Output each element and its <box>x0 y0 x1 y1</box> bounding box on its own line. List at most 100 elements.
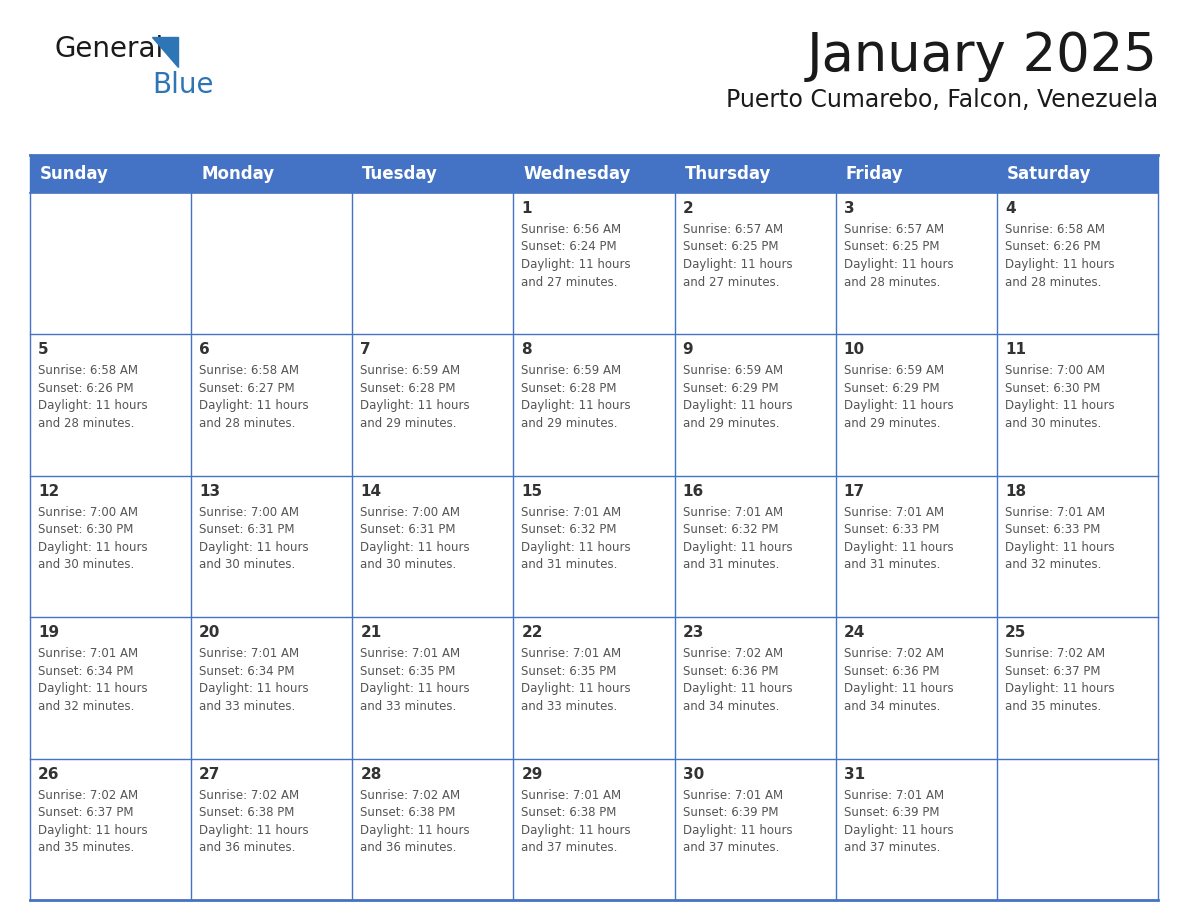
Text: and 36 minutes.: and 36 minutes. <box>200 841 296 854</box>
Text: Sunset: 6:33 PM: Sunset: 6:33 PM <box>843 523 939 536</box>
Text: Sunset: 6:38 PM: Sunset: 6:38 PM <box>200 806 295 819</box>
Text: Sunset: 6:31 PM: Sunset: 6:31 PM <box>200 523 295 536</box>
Bar <box>835 617 997 758</box>
Text: Daylight: 11 hours: Daylight: 11 hours <box>200 541 309 554</box>
Text: Thursday: Thursday <box>684 165 771 183</box>
Text: 30: 30 <box>683 767 703 781</box>
Text: Sunrise: 6:58 AM: Sunrise: 6:58 AM <box>200 364 299 377</box>
Bar <box>675 476 835 617</box>
Text: and 28 minutes.: and 28 minutes. <box>200 417 296 430</box>
Bar <box>675 617 835 758</box>
Text: Sunset: 6:34 PM: Sunset: 6:34 PM <box>200 665 295 677</box>
Text: Sunset: 6:36 PM: Sunset: 6:36 PM <box>683 665 778 677</box>
Bar <box>353 334 513 476</box>
Text: Daylight: 11 hours: Daylight: 11 hours <box>1005 682 1114 695</box>
Bar <box>997 617 1158 758</box>
Text: and 29 minutes.: and 29 minutes. <box>683 417 779 430</box>
Bar <box>30 155 1158 193</box>
Text: 16: 16 <box>683 484 703 498</box>
Bar <box>675 193 835 334</box>
Text: Sunrise: 6:59 AM: Sunrise: 6:59 AM <box>683 364 783 377</box>
Text: Puerto Cumarebo, Falcon, Venezuela: Puerto Cumarebo, Falcon, Venezuela <box>726 88 1158 112</box>
Text: 21: 21 <box>360 625 381 640</box>
Bar <box>835 334 997 476</box>
Text: 9: 9 <box>683 342 693 357</box>
Text: Sunrise: 7:01 AM: Sunrise: 7:01 AM <box>38 647 138 660</box>
Text: 26: 26 <box>38 767 59 781</box>
Text: Sunset: 6:36 PM: Sunset: 6:36 PM <box>843 665 940 677</box>
Text: Sunset: 6:29 PM: Sunset: 6:29 PM <box>683 382 778 395</box>
Text: and 37 minutes.: and 37 minutes. <box>522 841 618 854</box>
Text: Sunset: 6:26 PM: Sunset: 6:26 PM <box>1005 241 1100 253</box>
Bar <box>30 617 191 758</box>
Text: Sunrise: 6:56 AM: Sunrise: 6:56 AM <box>522 223 621 236</box>
Text: 4: 4 <box>1005 201 1016 216</box>
Text: Sunset: 6:29 PM: Sunset: 6:29 PM <box>843 382 940 395</box>
Text: Sunrise: 7:01 AM: Sunrise: 7:01 AM <box>522 647 621 660</box>
Text: Sunrise: 7:01 AM: Sunrise: 7:01 AM <box>1005 506 1105 519</box>
Text: 18: 18 <box>1005 484 1026 498</box>
Bar <box>513 758 675 900</box>
Text: Sunset: 6:26 PM: Sunset: 6:26 PM <box>38 382 133 395</box>
Text: Sunrise: 7:02 AM: Sunrise: 7:02 AM <box>38 789 138 801</box>
Text: Daylight: 11 hours: Daylight: 11 hours <box>843 399 953 412</box>
Text: and 33 minutes.: and 33 minutes. <box>200 700 296 712</box>
Text: Sunrise: 6:59 AM: Sunrise: 6:59 AM <box>522 364 621 377</box>
Bar <box>353 476 513 617</box>
Text: Tuesday: Tuesday <box>362 165 438 183</box>
Text: Sunset: 6:38 PM: Sunset: 6:38 PM <box>522 806 617 819</box>
Text: Daylight: 11 hours: Daylight: 11 hours <box>360 682 470 695</box>
Text: Sunrise: 7:01 AM: Sunrise: 7:01 AM <box>843 789 943 801</box>
Text: and 29 minutes.: and 29 minutes. <box>522 417 618 430</box>
Text: Sunset: 6:24 PM: Sunset: 6:24 PM <box>522 241 617 253</box>
Text: 23: 23 <box>683 625 704 640</box>
Text: 8: 8 <box>522 342 532 357</box>
Text: and 31 minutes.: and 31 minutes. <box>522 558 618 571</box>
Text: Daylight: 11 hours: Daylight: 11 hours <box>38 682 147 695</box>
Text: Sunrise: 7:01 AM: Sunrise: 7:01 AM <box>522 506 621 519</box>
Bar <box>997 193 1158 334</box>
Text: General: General <box>55 35 164 63</box>
Text: Sunset: 6:33 PM: Sunset: 6:33 PM <box>1005 523 1100 536</box>
Text: Sunrise: 7:02 AM: Sunrise: 7:02 AM <box>843 647 943 660</box>
Bar <box>675 758 835 900</box>
Bar <box>353 617 513 758</box>
Text: Daylight: 11 hours: Daylight: 11 hours <box>843 823 953 836</box>
Text: Daylight: 11 hours: Daylight: 11 hours <box>683 399 792 412</box>
Bar <box>30 193 191 334</box>
Bar <box>513 334 675 476</box>
Text: 31: 31 <box>843 767 865 781</box>
Text: Sunrise: 6:59 AM: Sunrise: 6:59 AM <box>843 364 943 377</box>
Text: Daylight: 11 hours: Daylight: 11 hours <box>522 541 631 554</box>
Text: Sunset: 6:28 PM: Sunset: 6:28 PM <box>360 382 456 395</box>
Text: Sunset: 6:32 PM: Sunset: 6:32 PM <box>522 523 617 536</box>
Bar <box>835 476 997 617</box>
Text: Sunrise: 7:00 AM: Sunrise: 7:00 AM <box>200 506 299 519</box>
Text: Daylight: 11 hours: Daylight: 11 hours <box>522 258 631 271</box>
Text: Blue: Blue <box>152 71 214 99</box>
Text: 28: 28 <box>360 767 381 781</box>
Text: Sunrise: 6:58 AM: Sunrise: 6:58 AM <box>38 364 138 377</box>
Text: Daylight: 11 hours: Daylight: 11 hours <box>522 682 631 695</box>
Bar <box>353 193 513 334</box>
Text: Sunset: 6:25 PM: Sunset: 6:25 PM <box>843 241 940 253</box>
Bar <box>513 617 675 758</box>
Text: Daylight: 11 hours: Daylight: 11 hours <box>522 399 631 412</box>
Text: and 32 minutes.: and 32 minutes. <box>38 700 134 712</box>
Text: Daylight: 11 hours: Daylight: 11 hours <box>522 823 631 836</box>
Text: and 32 minutes.: and 32 minutes. <box>1005 558 1101 571</box>
Bar <box>30 334 191 476</box>
Text: Sunset: 6:31 PM: Sunset: 6:31 PM <box>360 523 456 536</box>
Text: and 29 minutes.: and 29 minutes. <box>843 417 940 430</box>
Text: Daylight: 11 hours: Daylight: 11 hours <box>1005 258 1114 271</box>
Text: Sunrise: 7:02 AM: Sunrise: 7:02 AM <box>1005 647 1105 660</box>
Text: 12: 12 <box>38 484 59 498</box>
Text: Daylight: 11 hours: Daylight: 11 hours <box>38 399 147 412</box>
Bar <box>30 476 191 617</box>
Text: and 28 minutes.: and 28 minutes. <box>843 275 940 288</box>
Text: 15: 15 <box>522 484 543 498</box>
Text: Friday: Friday <box>846 165 903 183</box>
Text: and 30 minutes.: and 30 minutes. <box>360 558 456 571</box>
Text: Daylight: 11 hours: Daylight: 11 hours <box>200 682 309 695</box>
Text: and 30 minutes.: and 30 minutes. <box>38 558 134 571</box>
